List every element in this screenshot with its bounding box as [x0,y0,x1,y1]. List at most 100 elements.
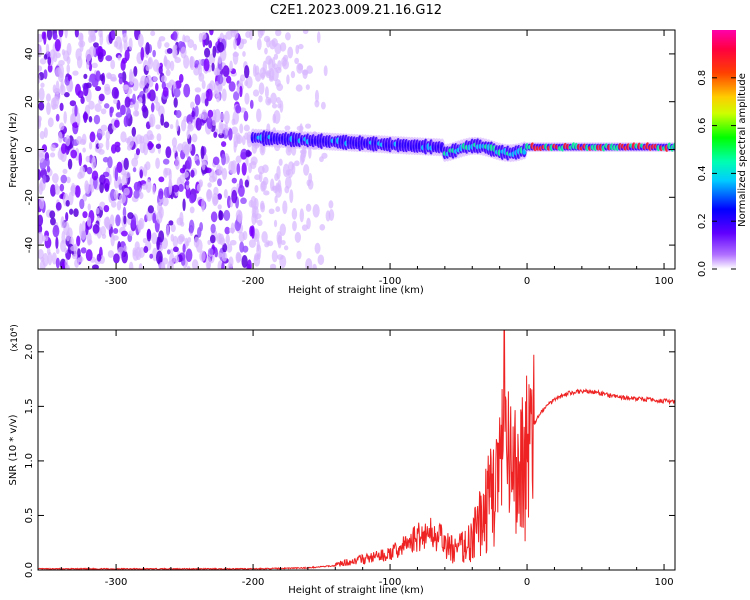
heatmap-cell [217,193,223,200]
heatmap-cell [271,103,278,109]
heatmap-cell [279,255,287,269]
heatmap-cell [260,72,265,80]
heatmap-cell [185,186,191,199]
heatmap-cell [98,142,104,149]
heatmap-cell [172,45,177,59]
heatmap-cell [218,210,224,221]
spectrogram-x-tick-label: -200 [242,276,265,287]
heatmap-cell [74,83,81,96]
heatmap-cell [257,165,265,175]
heatmap-cell [282,200,288,215]
heatmap-cell [74,258,80,268]
heatmap-cell [264,47,268,55]
heatmap-cell [191,133,198,143]
spectrogram-x-tick-label: -300 [105,276,128,287]
heatmap-cell [225,234,230,245]
heatmap-cell [146,74,152,84]
heatmap-cell [217,178,222,187]
heatmap-cell [252,205,259,218]
heatmap-cell [206,116,213,130]
heatmap-cell [305,123,312,129]
heatmap-cell [109,214,115,227]
heatmap-cell [42,174,47,184]
heatmap-cell [217,204,222,210]
heatmap-cell [291,208,298,220]
heatmap-cell [277,234,282,249]
heatmap-cell [257,219,263,227]
heatmap-cell [242,230,248,241]
heatmap-cell [178,234,185,243]
heatmap-cell [228,128,233,141]
heatmap-cell [79,198,85,210]
heatmap-cell [250,160,257,170]
heatmap-cell [79,33,84,47]
heatmap-cell [45,93,51,102]
snr-x-label: Height of straight line (km) [288,585,424,596]
heatmap-cell [114,141,121,147]
heatmap-cell [292,220,297,232]
heatmap-cell [105,138,110,151]
colorbar: 0.0 0.2 0.4 0.6 0.8 Normalized spectral ampl… [697,30,748,277]
heatmap-cell [274,43,282,55]
heatmap-cell [182,243,186,254]
heatmap-cell [301,224,308,231]
heatmap-cell [175,110,182,119]
heatmap-cell [170,234,175,242]
heatmap-cell [188,219,195,234]
heatmap-cell [77,248,81,258]
heatmap-cell [88,62,93,72]
heatmap-cell [131,126,137,137]
heatmap-cell [305,203,312,212]
heatmap-cell [162,196,169,207]
heatmap-cell [156,211,163,224]
heatmap-cell [132,247,137,257]
snr-y-tick-label: 0.0 [24,562,35,578]
heatmap-cell [160,261,166,269]
colorbar-tick-label: 0.8 [697,70,708,86]
heatmap-cell [196,183,202,192]
heatmap-cell [123,215,127,225]
heatmap-cell [221,153,226,166]
colorbar-label: Normalized spectral amplitude [737,73,748,227]
heatmap-cell [146,228,151,240]
heatmap-cell [207,239,211,246]
heatmap-cell [258,171,263,183]
heatmap-cell [168,220,174,226]
heatmap-cell [169,248,174,254]
snr-x-ticks: -300 -200 -100 0 100 [60,330,674,588]
heatmap-cell [278,158,283,166]
spectrogram-x-label: Height of straight line (km) [288,285,424,296]
heatmap-cell [128,71,135,86]
heatmap-cell [64,30,68,39]
heatmap-cell [105,130,111,141]
heatmap-cell [290,70,296,79]
heatmap-cell [65,230,71,242]
heatmap-cell [61,262,66,269]
heatmap-cell [61,230,66,244]
heatmap-cell [224,121,229,136]
heatmap-cell [173,97,178,108]
heatmap-cell [266,37,271,48]
heatmap-cell [65,212,69,222]
heatmap-cell [156,250,163,265]
heatmap-cell [109,106,114,114]
heatmap-cell [69,208,74,215]
heatmap-cell [206,189,213,200]
heatmap-cell [137,97,143,104]
heatmap-cell [193,67,200,76]
heatmap-cell [116,161,123,174]
heatmap-cell [253,228,260,242]
heatmap-cell [46,165,51,173]
heatmap-cell [128,261,134,269]
heatmap-cell [155,124,161,130]
heatmap-cell [186,265,191,269]
heatmap-cell [139,141,146,154]
heatmap-cell [254,185,259,193]
heatmap-cell [225,75,232,84]
heatmap-cell [96,132,103,139]
heatmap-cell [55,236,59,250]
heatmap-cell [116,200,122,211]
heatmap-cell [323,65,328,77]
heatmap-cell [242,51,246,57]
heatmap-cell [217,42,225,53]
